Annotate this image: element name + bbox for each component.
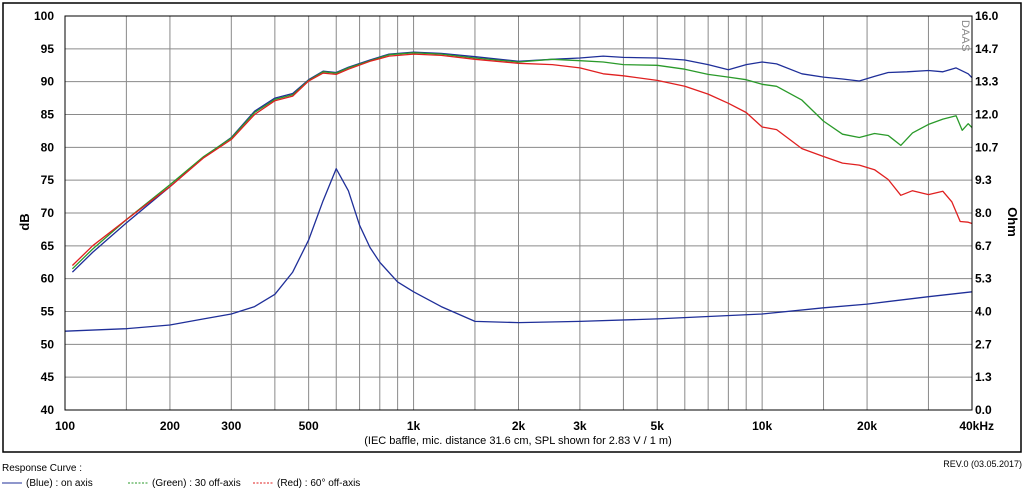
- grid: [64, 15, 973, 411]
- y-tick-label-left: 55: [41, 305, 55, 319]
- x-tick-label: 40kHz: [959, 419, 994, 433]
- y-tick-label-left: 100: [34, 9, 54, 23]
- y-axis-left-ticks: 100 95 90 85 80 75 70 65 60 55 50 45 40: [34, 9, 54, 417]
- x-tick-label: 100: [55, 419, 75, 433]
- y-axis-right-ticks: 16.0 14.7 13.3 12.0 10.7 9.3 8.0 6.7 5.3 4.0 2.7 1.…: [975, 9, 999, 417]
- y-tick-label-right: 9.3: [975, 173, 992, 187]
- x-tick-label: 20k: [857, 419, 877, 433]
- watermark-text: DAAS: [959, 20, 971, 52]
- legend-label: (Red) : 60° off-axis: [277, 478, 360, 489]
- y-tick-label-left: 95: [41, 42, 55, 56]
- y-tick-label-right: 0.0: [975, 403, 992, 417]
- legend-label: (Green) : 30 off-axis: [152, 478, 241, 489]
- y-tick-label-right: 8.0: [975, 206, 992, 220]
- y-tick-label-right: 1.3: [975, 370, 992, 384]
- y-tick-label-right: 4.0: [975, 305, 992, 319]
- impedance-curve: [64, 168, 973, 332]
- y-tick-label-right: 6.7: [975, 239, 992, 253]
- chart-caption: (IEC baffle, mic. distance 31.6 cm, SPL …: [364, 435, 672, 447]
- x-tick-label: 1k: [407, 419, 421, 433]
- x-tick-label: 200: [160, 419, 180, 433]
- y-tick-label-right: 5.3: [975, 272, 992, 286]
- x-axis-ticks: 100 200 300 500 1k 2k 3k 5k 10k 20k 40kHz: [55, 419, 994, 433]
- y-tick-label-right: 10.7: [975, 140, 999, 154]
- y-tick-label-left: 90: [41, 75, 55, 89]
- y-tick-label-left: 85: [41, 108, 55, 122]
- y-tick-label-right: 2.7: [975, 337, 992, 351]
- y-tick-label-left: 80: [41, 140, 55, 154]
- y-tick-label-left: 40: [41, 403, 55, 417]
- y-tick-label-right: 12.0: [975, 108, 999, 122]
- x-tick-label: 10k: [752, 419, 772, 433]
- series: [64, 51, 973, 332]
- x-tick-label: 500: [299, 419, 319, 433]
- y-tick-label-left: 65: [41, 239, 55, 253]
- spl-curve: [71, 53, 973, 266]
- y-tick-label-left: 45: [41, 370, 55, 384]
- plot-border: [64, 15, 973, 411]
- y-tick-label-left: 50: [41, 337, 55, 351]
- legend-title: Response Curve :: [2, 463, 82, 474]
- revision-note: REV.0 (03.05.2017): [943, 459, 1022, 469]
- x-tick-label: 5k: [651, 419, 665, 433]
- spl-curve: [71, 51, 973, 273]
- y-axis-left-label: dB: [17, 213, 32, 230]
- x-tick-label: 3k: [573, 419, 587, 433]
- y-tick-label-right: 14.7: [975, 42, 999, 56]
- spl-curve: [71, 52, 973, 270]
- y-tick-label-left: 75: [41, 173, 55, 187]
- y-tick-label-left: 60: [41, 272, 55, 286]
- y-tick-label-left: 70: [41, 206, 55, 220]
- x-tick-label: 300: [221, 419, 241, 433]
- y-axis-right-label: Ohm: [1005, 207, 1020, 237]
- legend-label: (Blue) : on axis: [26, 478, 93, 489]
- legend: (Blue) : on axis (Green) : 30 off-axis (Re…: [2, 478, 360, 489]
- y-tick-label-right: 16.0: [975, 9, 999, 23]
- x-tick-label: 2k: [512, 419, 526, 433]
- y-tick-label-right: 13.3: [975, 75, 999, 89]
